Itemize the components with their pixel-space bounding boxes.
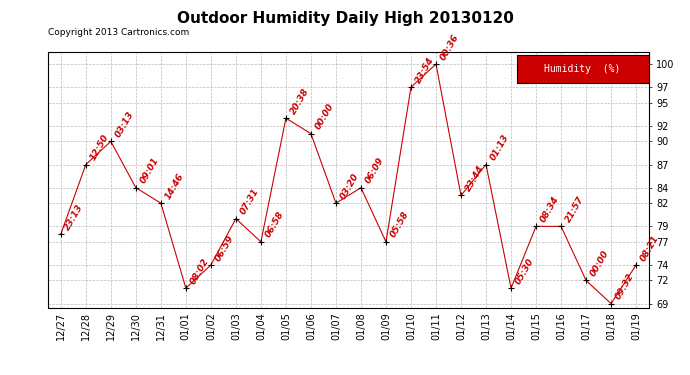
Text: 20:38: 20:38 [288, 87, 311, 116]
Text: 05:58: 05:58 [388, 210, 411, 240]
FancyBboxPatch shape [517, 55, 649, 83]
Text: 03:20: 03:20 [338, 172, 361, 201]
Text: 21:57: 21:57 [564, 195, 586, 224]
Text: 03:13: 03:13 [113, 110, 135, 139]
Text: Outdoor Humidity Daily High 20130120: Outdoor Humidity Daily High 20130120 [177, 11, 513, 26]
Text: 23:44: 23:44 [464, 164, 486, 193]
Text: 09:01: 09:01 [138, 156, 161, 185]
Text: 00:00: 00:00 [589, 249, 611, 278]
Text: 14:46: 14:46 [164, 172, 186, 201]
Text: 23:13: 23:13 [63, 202, 86, 232]
Text: 06:09: 06:09 [364, 156, 386, 185]
Text: 08:34: 08:34 [538, 195, 561, 224]
Text: Humidity  (%): Humidity (%) [544, 64, 621, 74]
Text: 23:54: 23:54 [413, 56, 435, 85]
Text: 06:59: 06:59 [213, 233, 235, 262]
Text: 08:21: 08:21 [638, 233, 661, 262]
Text: 09:32: 09:32 [613, 272, 635, 302]
Text: 07:31: 07:31 [238, 187, 261, 216]
Text: 05:30: 05:30 [513, 256, 535, 286]
Text: 06:58: 06:58 [264, 210, 286, 240]
Text: Copyright 2013 Cartronics.com: Copyright 2013 Cartronics.com [48, 28, 190, 37]
Text: 00:00: 00:00 [313, 102, 335, 131]
Text: 01:13: 01:13 [489, 133, 511, 162]
Text: 08:02: 08:02 [188, 256, 210, 286]
Text: 00:36: 00:36 [438, 33, 461, 62]
Text: 12:50: 12:50 [88, 133, 110, 162]
